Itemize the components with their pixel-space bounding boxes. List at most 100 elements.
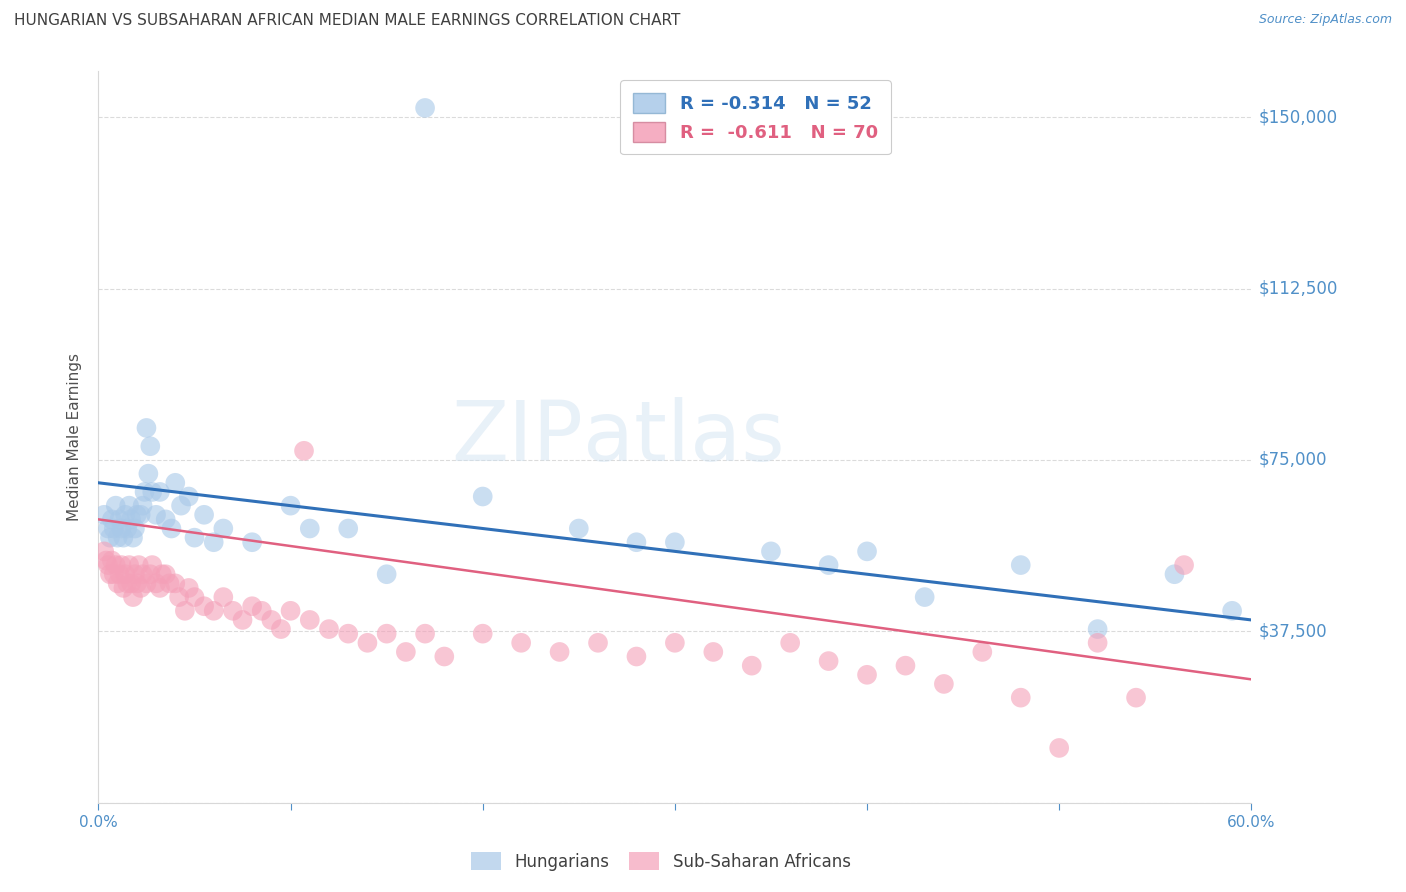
- Point: [129, 508, 152, 522]
- Point: [122, 590, 145, 604]
- Point: [177, 581, 200, 595]
- Point: [202, 604, 225, 618]
- Point: [914, 590, 936, 604]
- Point: [139, 567, 162, 582]
- Point: [117, 576, 138, 591]
- Point: [131, 499, 153, 513]
- Point: [103, 567, 125, 582]
- Point: [129, 581, 152, 595]
- Point: [128, 558, 150, 573]
- Point: [110, 558, 132, 573]
- Point: [97, 521, 120, 535]
- Point: [222, 604, 245, 618]
- Text: $75,000: $75,000: [1258, 451, 1327, 469]
- Point: [1173, 558, 1195, 573]
- Point: [231, 613, 254, 627]
- Point: [124, 567, 146, 582]
- Point: [894, 658, 917, 673]
- Point: [139, 439, 162, 453]
- Point: [159, 576, 181, 591]
- Point: [548, 645, 571, 659]
- Point: [122, 531, 145, 545]
- Point: [510, 636, 533, 650]
- Point: [280, 499, 302, 513]
- Point: [741, 658, 763, 673]
- Point: [134, 485, 156, 500]
- Point: [112, 531, 135, 545]
- Point: [202, 535, 225, 549]
- Point: [101, 512, 124, 526]
- Point: [270, 622, 292, 636]
- Point: [779, 636, 801, 650]
- Point: [107, 531, 129, 545]
- Point: [193, 508, 215, 522]
- Point: [94, 553, 117, 567]
- Point: [375, 567, 398, 582]
- Point: [101, 553, 124, 567]
- Point: [155, 567, 177, 582]
- Point: [117, 521, 138, 535]
- Point: [626, 649, 648, 664]
- Y-axis label: Median Male Earnings: Median Male Earnings: [67, 353, 83, 521]
- Point: [135, 421, 157, 435]
- Point: [141, 558, 163, 573]
- Point: [212, 590, 235, 604]
- Point: [183, 531, 205, 545]
- Point: [170, 499, 193, 513]
- Point: [856, 544, 879, 558]
- Point: [108, 567, 131, 582]
- Text: ZIP: ZIP: [451, 397, 582, 477]
- Point: [1087, 622, 1109, 636]
- Point: [1047, 740, 1070, 755]
- Point: [1087, 636, 1109, 650]
- Point: [568, 521, 591, 535]
- Point: [174, 604, 197, 618]
- Point: [817, 558, 839, 573]
- Point: [150, 567, 173, 582]
- Point: [155, 512, 177, 526]
- Point: [165, 576, 187, 591]
- Point: [759, 544, 782, 558]
- Point: [1220, 604, 1243, 618]
- Point: [193, 599, 215, 614]
- Point: [413, 626, 436, 640]
- Point: [471, 626, 494, 640]
- Point: [471, 490, 494, 504]
- Point: [145, 508, 167, 522]
- Point: [104, 499, 127, 513]
- Point: [260, 613, 283, 627]
- Point: [375, 626, 398, 640]
- Point: [318, 622, 340, 636]
- Legend: R = -0.314   N = 52, R =  -0.611   N = 70: R = -0.314 N = 52, R = -0.611 N = 70: [620, 80, 890, 154]
- Point: [337, 521, 360, 535]
- Point: [110, 521, 132, 535]
- Point: [177, 490, 200, 504]
- Point: [664, 535, 686, 549]
- Point: [395, 645, 418, 659]
- Point: [298, 613, 321, 627]
- Point: [120, 576, 142, 591]
- Point: [167, 590, 190, 604]
- Point: [98, 531, 121, 545]
- Point: [98, 567, 121, 582]
- Point: [104, 558, 127, 573]
- Text: HUNGARIAN VS SUBSAHARAN AFRICAN MEDIAN MALE EARNINGS CORRELATION CHART: HUNGARIAN VS SUBSAHARAN AFRICAN MEDIAN M…: [14, 13, 681, 29]
- Point: [141, 485, 163, 500]
- Point: [626, 535, 648, 549]
- Point: [250, 604, 273, 618]
- Point: [125, 508, 148, 522]
- Point: [93, 508, 115, 522]
- Point: [298, 521, 321, 535]
- Point: [664, 636, 686, 650]
- Point: [183, 590, 205, 604]
- Point: [108, 512, 131, 526]
- Point: [107, 576, 129, 591]
- Point: [1125, 690, 1147, 705]
- Point: [135, 576, 157, 591]
- Point: [356, 636, 378, 650]
- Point: [145, 576, 167, 591]
- Point: [1010, 558, 1032, 573]
- Point: [1010, 690, 1032, 705]
- Point: [125, 576, 148, 591]
- Point: [240, 599, 263, 614]
